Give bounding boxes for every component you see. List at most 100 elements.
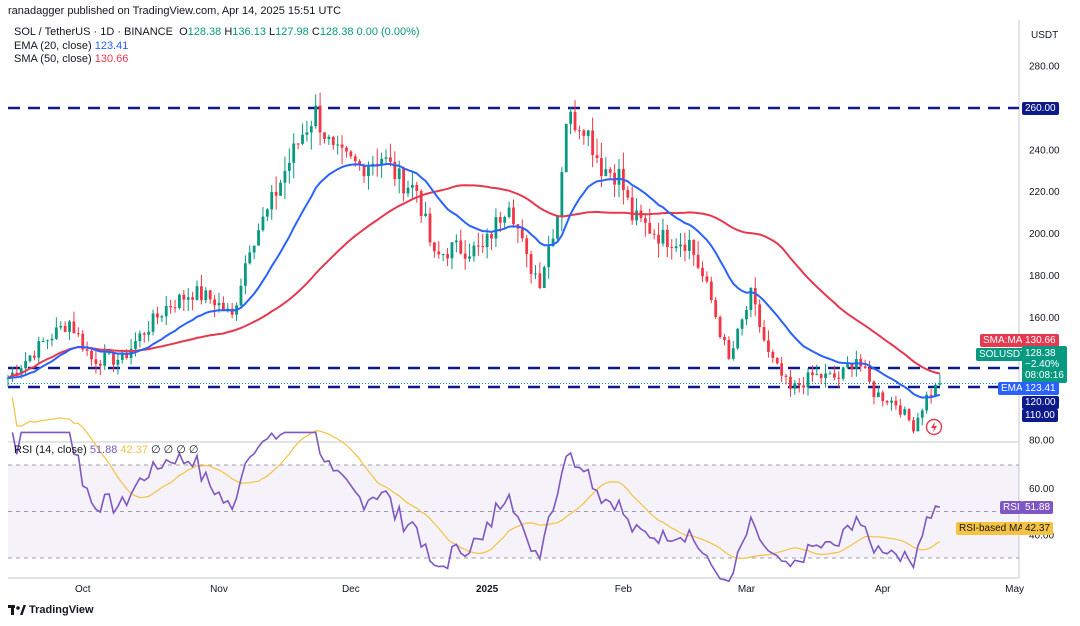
candle-body (789, 376, 792, 389)
candle-body (459, 240, 463, 254)
candle-body (432, 242, 436, 252)
candle-body (718, 317, 722, 337)
candle-body (287, 162, 291, 171)
candle-body (204, 290, 208, 301)
candle-body (745, 310, 748, 320)
candle-body (595, 155, 599, 159)
brand[interactable]: TradingView (8, 604, 94, 616)
candle-body (841, 367, 845, 379)
lightning-icon[interactable] (925, 418, 943, 436)
candle-body (573, 111, 577, 131)
sma-tag-value: 130.66 (1022, 334, 1059, 347)
candle-body (134, 341, 137, 349)
candle-body (749, 288, 753, 311)
candle-body (503, 217, 507, 223)
symbol-tag-countdown: 08:08:16 (1025, 370, 1064, 381)
candle-body (120, 352, 124, 360)
low-value: 127.98 (275, 26, 309, 38)
candle-body (767, 340, 770, 352)
symbol-name[interactable]: SOL / TetherUS · 1D · BINANCE (14, 26, 173, 38)
candle-body (727, 339, 731, 359)
candle-body (331, 136, 335, 146)
candle-body (441, 254, 445, 256)
candle-body (384, 157, 388, 159)
candle-body (925, 394, 929, 411)
candle-body (674, 246, 678, 249)
rsima-tag-value: 42.37 (1022, 522, 1054, 535)
candle-body (98, 363, 102, 366)
candle-body (6, 378, 10, 380)
candle-body (569, 111, 573, 124)
candle-body (490, 234, 493, 239)
candle-body (771, 351, 775, 358)
candle-body (898, 405, 902, 415)
candle-body (406, 187, 410, 194)
candle-body (50, 338, 54, 341)
candle-body (881, 392, 885, 402)
candle-body (920, 410, 924, 418)
candle-body (538, 273, 542, 288)
candle-body (345, 147, 348, 152)
candle-body (415, 185, 419, 191)
candle-body (28, 355, 32, 362)
price-tick-label: 280.00 (1029, 62, 1060, 73)
time-tick-label: 2025 (476, 584, 499, 595)
symbol-line: SOL / TetherUS · 1D · BINANCE O128.38 H1… (14, 26, 420, 38)
time-tick-label: Feb (615, 584, 633, 595)
candle-body (758, 304, 762, 328)
candle-body (784, 375, 788, 377)
sma-legend-label: SMA (50, close) (14, 53, 92, 65)
candle-body (24, 361, 27, 369)
candle-body (850, 364, 854, 369)
rsi-legend-extra: ∅ ∅ ∅ ∅ (151, 444, 199, 456)
candle-body (349, 151, 353, 157)
candle-body (780, 363, 784, 376)
candle-body (367, 166, 370, 177)
currency-label: USDT (1031, 30, 1059, 41)
rsi-legend[interactable]: RSI (14, close) 51.88 42.37 ∅ ∅ ∅ ∅ (14, 443, 199, 456)
candle-body (450, 242, 454, 259)
candle-body (683, 244, 687, 251)
candle-body (604, 169, 608, 177)
candle-body (828, 373, 832, 375)
rsi-tick-label: 40.00 (1029, 530, 1054, 541)
candle-body (507, 207, 511, 218)
ema-legend[interactable]: EMA (20, close) 123.41 (14, 40, 128, 52)
price-tick-label: 180.00 (1029, 271, 1060, 282)
open-label: O (179, 26, 188, 38)
candle-body (63, 325, 67, 332)
candle-body (934, 384, 937, 396)
ema-20-line (7, 162, 941, 399)
change-value: 0.00 (0.00%) (356, 26, 420, 38)
candle-body (243, 263, 247, 286)
symbol-tag-box: 128.38 −2.40% 08:08:16 (1022, 346, 1067, 383)
candle-body (292, 143, 296, 163)
time-tick-label: Mar (738, 584, 756, 595)
sma-50-line (7, 184, 941, 379)
candle-body (591, 130, 595, 156)
symbol-tag-change: −2.40% (1025, 359, 1060, 370)
candle-body (200, 286, 203, 301)
candle-body (283, 170, 287, 183)
rsi-pane (8, 397, 1019, 583)
rsi-legend-label: RSI (14, close) (14, 444, 87, 456)
candle-body (327, 136, 331, 140)
candle-body (239, 285, 243, 306)
candle-body (481, 246, 485, 248)
candle-body (608, 169, 612, 173)
candle-body (411, 185, 414, 188)
rsi-legend-ma: 42.37 (120, 444, 148, 456)
candle-body (512, 207, 515, 225)
high-value: 136.13 (232, 26, 266, 38)
candle-body (626, 190, 630, 198)
candle-body (525, 238, 529, 255)
candle-body (156, 313, 159, 318)
candle-body (815, 374, 819, 376)
ema-legend-value: 123.41 (94, 40, 129, 52)
level-260-tag: 260.00 (1022, 102, 1059, 115)
candle-body (428, 213, 432, 243)
candle-body (358, 161, 362, 166)
candle-body (802, 385, 806, 388)
sma-legend[interactable]: SMA (50, close) 130.66 (14, 53, 128, 65)
